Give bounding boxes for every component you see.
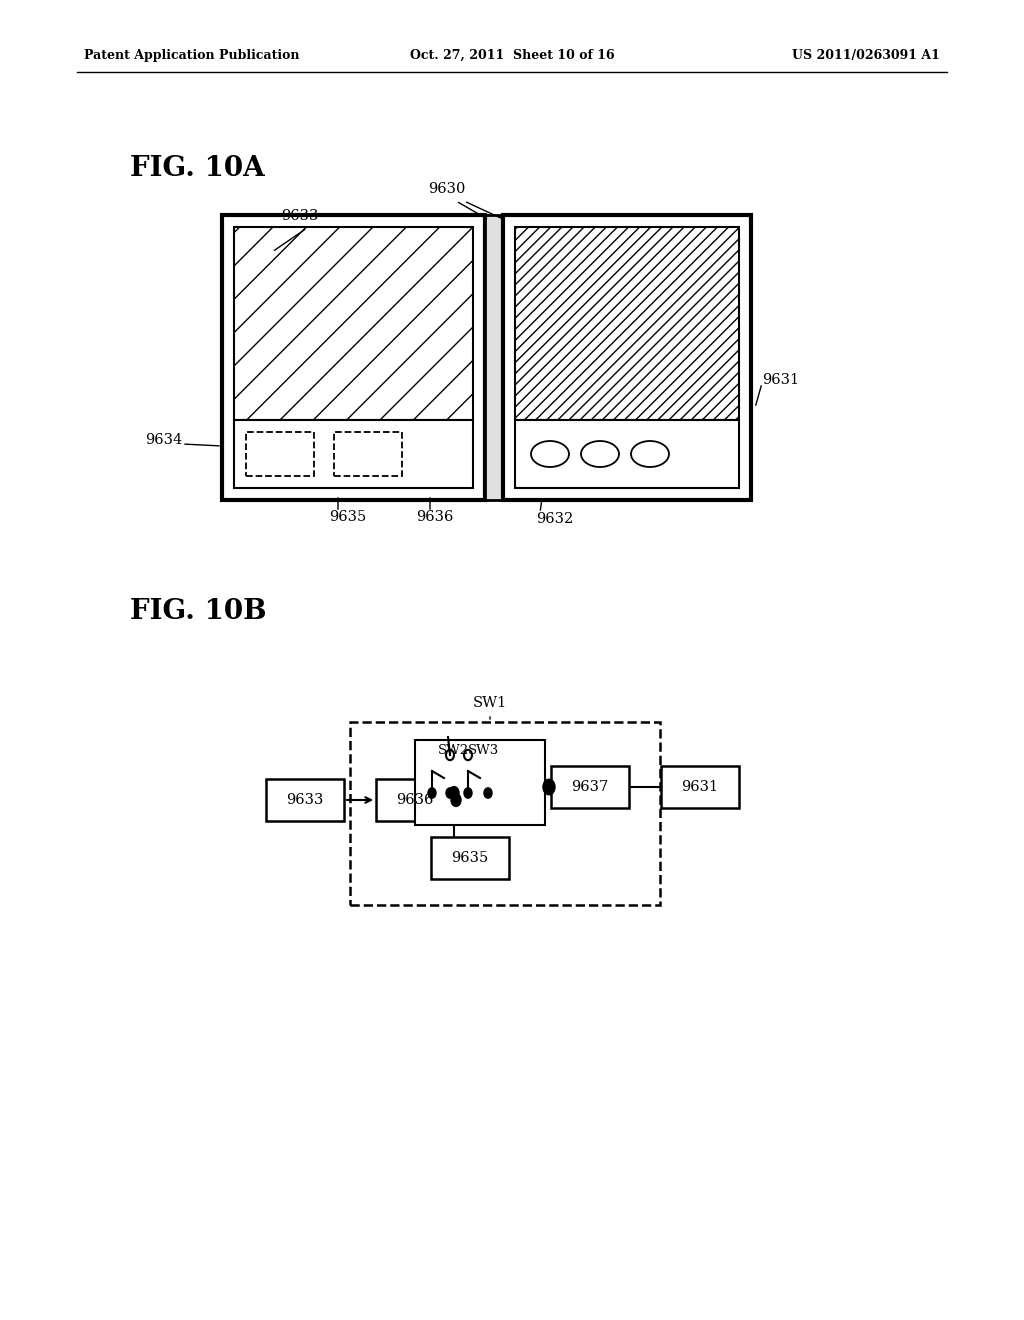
Bar (551, 766, 629, 808)
Bar (246, 432, 314, 477)
Ellipse shape (581, 441, 618, 467)
Text: 9636: 9636 (417, 510, 454, 524)
Bar (234, 227, 473, 420)
Text: 9631: 9631 (762, 374, 799, 387)
Text: Patent Application Publication: Patent Application Publication (84, 49, 299, 62)
Bar (376, 779, 454, 821)
Ellipse shape (531, 441, 569, 467)
Text: SW2: SW2 (438, 744, 469, 756)
Circle shape (449, 787, 459, 800)
Text: 9637: 9637 (571, 780, 608, 795)
Text: 9632: 9632 (537, 512, 573, 525)
Text: FIG. 10A: FIG. 10A (130, 154, 265, 182)
Bar (485, 215, 503, 500)
Circle shape (446, 788, 454, 799)
Text: Oct. 27, 2011  Sheet 10 of 16: Oct. 27, 2011 Sheet 10 of 16 (410, 49, 614, 62)
Bar (234, 420, 473, 488)
Text: 9635: 9635 (330, 510, 367, 524)
Text: SW3: SW3 (468, 744, 500, 756)
Circle shape (484, 788, 492, 799)
Bar (350, 722, 660, 906)
Bar (334, 432, 402, 477)
Text: 9633: 9633 (287, 793, 324, 807)
Bar (515, 227, 739, 420)
Bar (503, 215, 751, 500)
Bar (431, 837, 509, 879)
Text: FIG. 10B: FIG. 10B (130, 598, 266, 624)
Circle shape (451, 793, 461, 807)
Text: 9631: 9631 (681, 780, 719, 795)
Ellipse shape (631, 441, 669, 467)
Text: 9633: 9633 (282, 209, 318, 223)
Text: 9635: 9635 (452, 851, 488, 865)
Text: 9634: 9634 (144, 433, 182, 447)
Circle shape (428, 788, 436, 799)
Text: US 2011/0263091 A1: US 2011/0263091 A1 (793, 49, 940, 62)
Text: 9636: 9636 (396, 793, 434, 807)
Text: 9630: 9630 (428, 182, 466, 195)
Circle shape (464, 788, 472, 799)
Bar (515, 420, 739, 488)
Bar (222, 215, 485, 500)
Bar (415, 741, 545, 825)
Text: SW1: SW1 (473, 696, 507, 710)
Bar (662, 766, 739, 808)
Bar (266, 779, 344, 821)
Circle shape (543, 779, 555, 795)
